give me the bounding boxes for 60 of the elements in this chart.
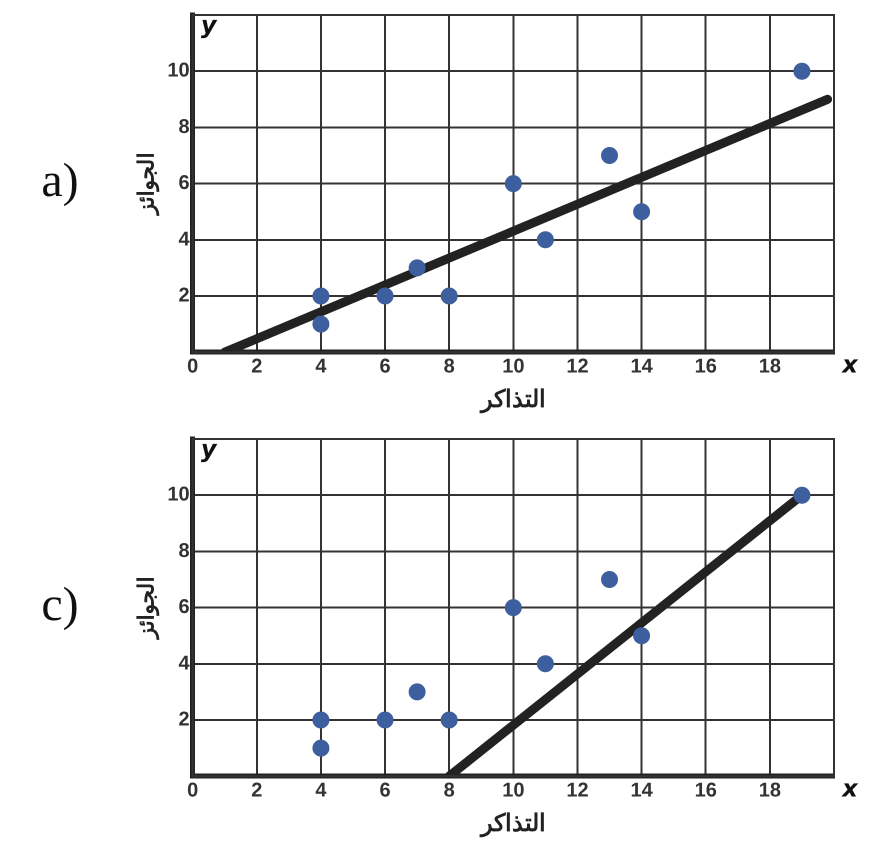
point bbox=[376, 288, 394, 304]
x-tick-label: 8 bbox=[444, 780, 455, 802]
point bbox=[536, 655, 554, 672]
x-tick-label: 10 bbox=[502, 356, 524, 378]
x-tick-label: 12 bbox=[566, 356, 589, 378]
x-tick-label: 18 bbox=[758, 356, 781, 378]
x-tick-label: 2 bbox=[251, 780, 262, 802]
x-tick-label: 16 bbox=[694, 780, 717, 802]
y-tick-label: 10 bbox=[167, 60, 190, 82]
x-tick-label: 10 bbox=[502, 780, 524, 802]
x-tick-label: 2 bbox=[251, 356, 262, 378]
x-tick-label: 8 bbox=[444, 356, 455, 378]
x-tick-label: 18 bbox=[758, 780, 781, 802]
y-tick-label: 2 bbox=[178, 284, 190, 307]
y-axis-title: الجوائز bbox=[133, 152, 160, 217]
x-tick-label: 6 bbox=[379, 356, 391, 378]
point bbox=[408, 259, 426, 276]
x-tick-label: 0 bbox=[187, 780, 198, 802]
point bbox=[793, 62, 810, 80]
point bbox=[312, 740, 330, 757]
x-axis-title: التذاكر bbox=[478, 386, 546, 414]
x-tick-label: 4 bbox=[315, 356, 328, 378]
point bbox=[536, 231, 554, 248]
text: a) bbox=[41, 154, 79, 208]
point bbox=[633, 627, 650, 644]
y-tick-label: 8 bbox=[178, 116, 190, 138]
y-tick-label: 6 bbox=[178, 596, 190, 618]
y-tick-label: 4 bbox=[178, 652, 191, 674]
x-tick-label: 4 bbox=[315, 780, 328, 802]
y-tick-label: 2 bbox=[178, 708, 190, 731]
x-tick-label: 0 bbox=[187, 356, 198, 378]
y-tick-label: 8 bbox=[178, 540, 190, 562]
text: x bbox=[841, 350, 860, 378]
y-tick-label: 10 bbox=[167, 484, 190, 506]
x-tick-label: 12 bbox=[566, 780, 589, 802]
y-tick-label: 4 bbox=[178, 228, 191, 250]
point bbox=[376, 712, 394, 728]
point bbox=[408, 683, 426, 700]
annotation: y bbox=[200, 11, 218, 40]
x-axis-title: التذاكر bbox=[478, 810, 546, 838]
point bbox=[793, 486, 810, 504]
point bbox=[504, 599, 522, 616]
x-tick-label: 14 bbox=[630, 356, 654, 378]
point bbox=[601, 147, 618, 164]
point bbox=[633, 203, 650, 220]
x-tick-label: 14 bbox=[630, 780, 654, 802]
y-tick-label: 6 bbox=[178, 172, 190, 194]
point bbox=[504, 175, 522, 192]
point bbox=[312, 316, 330, 333]
x-tick-label: 6 bbox=[379, 780, 391, 802]
point bbox=[312, 712, 330, 728]
text: x bbox=[841, 774, 860, 802]
x-tick-label: 16 bbox=[694, 356, 717, 378]
text: c) bbox=[41, 578, 79, 632]
point bbox=[601, 571, 618, 588]
point bbox=[312, 288, 330, 304]
point bbox=[440, 712, 458, 728]
point bbox=[440, 288, 458, 304]
annotation: y bbox=[200, 435, 218, 464]
y-axis-title: الجوائز bbox=[133, 576, 160, 641]
